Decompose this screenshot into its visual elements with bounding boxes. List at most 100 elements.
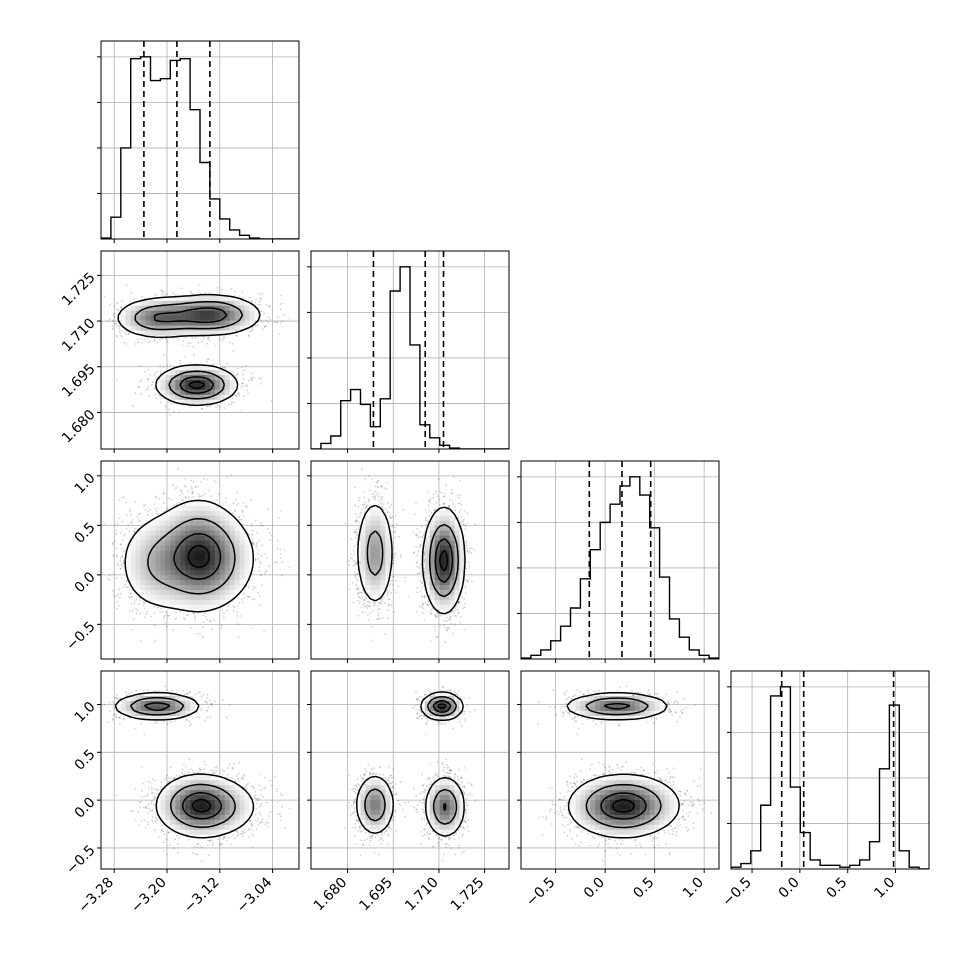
density-cell — [175, 305, 181, 311]
scatter-point — [119, 306, 122, 308]
scatter-point — [154, 372, 157, 375]
scatter-point — [111, 325, 114, 328]
scatter-point — [257, 303, 260, 306]
scatter-point — [144, 370, 147, 373]
scatter-point — [215, 406, 218, 409]
scatter-point — [223, 407, 226, 409]
scatter-point — [257, 557, 260, 560]
scatter-point — [159, 401, 162, 404]
histogram-bin — [430, 438, 440, 449]
density-cell — [185, 320, 191, 326]
density-cell — [195, 369, 201, 376]
scatter-point — [236, 611, 239, 614]
density-cell — [155, 325, 161, 331]
scatter-point — [223, 612, 225, 614]
density-cell — [175, 320, 181, 326]
density-cell — [209, 315, 216, 321]
histogram-bin — [131, 59, 141, 239]
density-cell — [229, 384, 235, 390]
scatter-point — [254, 559, 257, 562]
scatter-point — [146, 337, 149, 339]
scatter-point — [193, 354, 195, 357]
scatter-point — [92, 311, 94, 313]
density-cell — [200, 300, 206, 306]
scatter-point — [155, 375, 158, 378]
density-cell — [204, 374, 211, 380]
scatter-point — [224, 367, 227, 369]
scatter-point — [112, 319, 114, 322]
density-cell — [170, 394, 176, 400]
scatter-point — [189, 405, 192, 408]
scatter-point — [109, 303, 112, 306]
density-cell — [185, 310, 191, 316]
scatter-point — [202, 614, 205, 617]
density-cell — [135, 300, 141, 306]
density-cell — [209, 300, 216, 306]
density-cell — [190, 305, 196, 311]
scatter-point — [146, 378, 149, 381]
scatter-point — [221, 289, 223, 292]
histogram-line — [101, 56, 299, 239]
density-cell — [125, 325, 131, 331]
density-cell — [224, 389, 230, 395]
scatter-point — [121, 520, 124, 523]
scatter-point — [267, 564, 270, 567]
scatter-point — [167, 497, 170, 500]
density-cell — [239, 315, 245, 321]
scatter-point — [276, 321, 279, 324]
density-cell — [175, 399, 181, 405]
density-cell — [160, 379, 166, 385]
scatter-point — [207, 338, 210, 340]
scatter-point — [256, 548, 259, 551]
scatter-point — [245, 364, 248, 367]
scatter-point — [234, 375, 237, 377]
density-cell — [165, 374, 171, 380]
scatter-point — [120, 306, 123, 309]
scatter-point — [150, 615, 153, 618]
density-cell — [160, 389, 166, 395]
scatter-point — [281, 561, 284, 564]
scatter-point — [125, 586, 128, 589]
density-cell — [224, 310, 230, 316]
scatter-point — [288, 566, 291, 569]
density-cell — [165, 315, 171, 321]
density-cell — [204, 384, 211, 390]
scatter-point — [281, 320, 284, 323]
scatter-point — [178, 501, 181, 504]
scatter-point — [250, 524, 253, 527]
density-cell — [209, 399, 216, 405]
density-cell — [160, 330, 166, 336]
scatter-point — [248, 334, 251, 337]
density-cell — [229, 300, 235, 306]
scatter-point — [241, 366, 243, 368]
density-cell — [185, 384, 191, 390]
scatter-point — [261, 293, 264, 295]
density-cell — [175, 369, 181, 376]
density-cell — [195, 364, 201, 371]
scatter-point — [222, 503, 225, 505]
density-cell — [204, 399, 211, 405]
density-cell — [234, 325, 240, 331]
density-cell — [160, 300, 166, 306]
density-cell — [214, 310, 221, 316]
density-cell — [140, 305, 146, 311]
scatter-point — [166, 293, 169, 296]
scatter-point — [240, 386, 243, 389]
scatter-point — [153, 386, 156, 389]
scatter-point — [150, 383, 153, 386]
density-cell — [229, 305, 235, 311]
density-cell — [209, 330, 216, 336]
scatter-point — [246, 389, 249, 392]
scatter-point — [181, 339, 184, 342]
scatter-point — [189, 290, 192, 293]
density-cell — [224, 315, 230, 321]
scatter-point — [245, 384, 248, 387]
scatter-point — [247, 392, 250, 395]
scatter-point — [118, 588, 121, 591]
scatter-point — [242, 385, 245, 387]
scatter-point — [139, 365, 141, 368]
scatter-point — [260, 310, 262, 313]
density-cell — [175, 379, 181, 385]
scatter-point — [204, 612, 206, 614]
